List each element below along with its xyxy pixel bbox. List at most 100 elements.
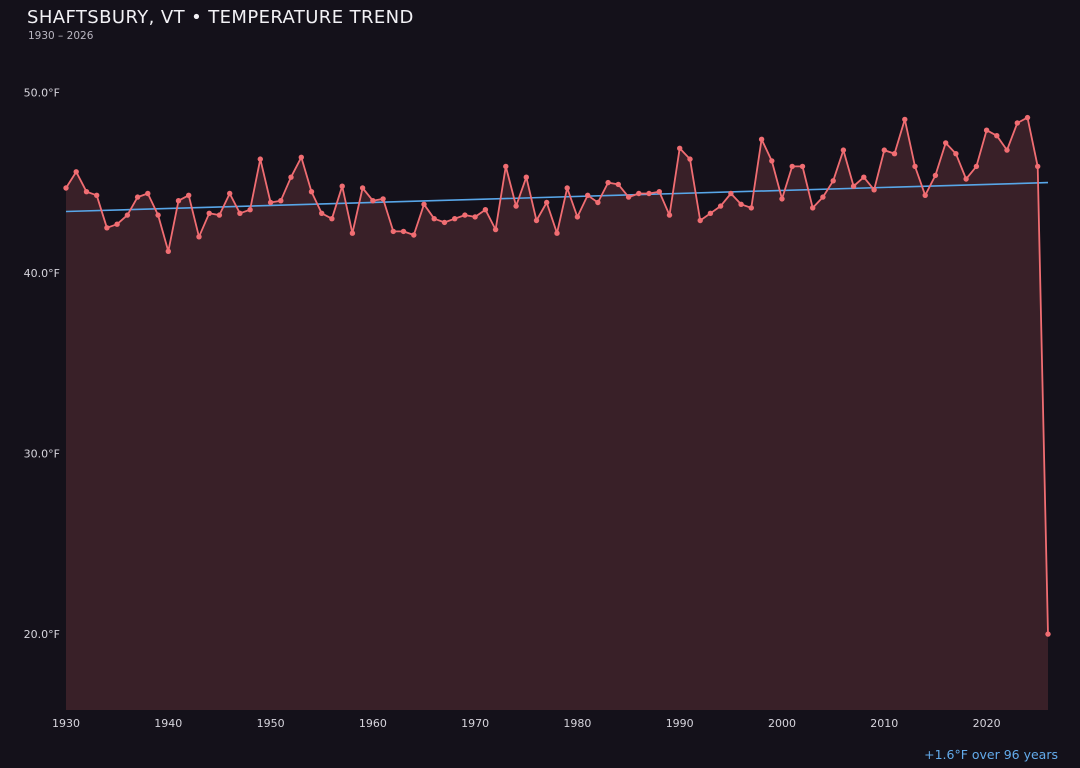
data-point <box>1045 631 1051 637</box>
data-point <box>891 151 898 157</box>
temperature-area <box>66 117 1048 711</box>
data-point <box>830 178 836 184</box>
data-point <box>656 189 662 195</box>
data-point <box>329 216 335 222</box>
y-axis-tick: 50.0°F <box>24 86 60 99</box>
data-point <box>390 228 396 235</box>
data-point <box>452 216 458 222</box>
data-point <box>370 198 376 204</box>
data-point <box>533 217 540 224</box>
data-point <box>728 190 734 197</box>
data-point <box>400 228 407 235</box>
data-point <box>779 196 785 202</box>
x-axis-tick: 1960 <box>359 717 387 730</box>
data-point <box>257 156 263 162</box>
data-point <box>186 192 192 198</box>
data-point <box>339 183 345 189</box>
data-point <box>83 189 90 195</box>
data-point <box>63 185 69 191</box>
data-point <box>114 221 120 227</box>
data-point <box>943 140 949 146</box>
data-point <box>881 147 887 153</box>
data-point <box>196 234 202 240</box>
data-point <box>769 158 775 164</box>
data-point <box>104 225 110 231</box>
y-axis-tick: 20.0°F <box>24 628 60 641</box>
data-point <box>1035 163 1041 170</box>
data-point <box>227 190 233 197</box>
data-point <box>308 189 315 195</box>
data-point <box>615 181 621 188</box>
data-point <box>707 210 714 216</box>
x-axis-tick: 1950 <box>257 717 285 730</box>
data-point <box>472 214 478 220</box>
chart-subtitle: 1930 – 2026 <box>28 30 94 42</box>
data-point <box>564 185 570 191</box>
data-point <box>789 163 795 170</box>
data-point <box>810 205 816 211</box>
data-point <box>94 192 100 198</box>
data-point <box>912 163 918 170</box>
data-point <box>932 172 939 179</box>
data-point <box>758 136 765 142</box>
trend-summary: +1.6°F over 96 years <box>924 747 1058 762</box>
data-point <box>319 210 325 216</box>
data-point <box>677 145 683 151</box>
data-point <box>544 199 550 206</box>
data-point <box>820 194 826 200</box>
x-axis-tick: 1990 <box>666 717 694 730</box>
x-axis-tick: 1930 <box>52 717 80 730</box>
data-point <box>513 203 519 209</box>
data-point <box>1004 147 1010 153</box>
data-point <box>953 151 959 157</box>
data-point <box>216 212 223 218</box>
data-point <box>431 216 437 222</box>
data-point <box>625 194 632 200</box>
data-point <box>666 212 673 218</box>
x-axis-tick: 2020 <box>973 717 1001 730</box>
x-axis-tick: 1980 <box>563 717 591 730</box>
data-point <box>349 230 356 236</box>
data-point <box>134 194 141 200</box>
data-point <box>922 192 928 198</box>
data-point <box>523 174 529 180</box>
y-axis-tick: 40.0°F <box>24 267 60 280</box>
data-point <box>585 192 591 198</box>
data-point <box>73 169 79 175</box>
data-point <box>850 183 857 189</box>
chart-header: SHAFTSBURY, VT • TEMPERATURE TREND 1930 … <box>27 7 414 42</box>
x-axis-tick: 1940 <box>154 717 182 730</box>
data-point <box>595 199 601 206</box>
data-point <box>492 226 499 233</box>
data-point <box>902 116 908 123</box>
data-point <box>983 127 990 133</box>
data-point <box>380 196 386 202</box>
x-axis-tick: 1970 <box>461 717 489 730</box>
data-point <box>748 205 754 211</box>
data-point <box>840 147 847 153</box>
data-point <box>738 201 744 207</box>
x-axis-tick: 2000 <box>768 717 796 730</box>
data-point <box>206 210 212 216</box>
data-point <box>278 198 284 204</box>
data-point <box>237 210 243 216</box>
data-point <box>441 219 448 226</box>
data-point <box>717 203 724 209</box>
data-point <box>503 163 509 170</box>
y-axis-tick: 30.0°F <box>24 448 60 461</box>
data-point <box>124 212 131 218</box>
data-point <box>145 190 151 197</box>
data-point <box>687 156 693 162</box>
data-point <box>247 207 253 213</box>
data-point <box>554 230 560 236</box>
data-point <box>973 163 980 170</box>
data-point <box>861 174 867 180</box>
data-point <box>605 179 611 186</box>
data-point <box>462 212 468 218</box>
data-point <box>267 199 274 206</box>
data-point <box>298 154 304 160</box>
data-point <box>359 185 366 191</box>
data-point <box>421 201 427 207</box>
